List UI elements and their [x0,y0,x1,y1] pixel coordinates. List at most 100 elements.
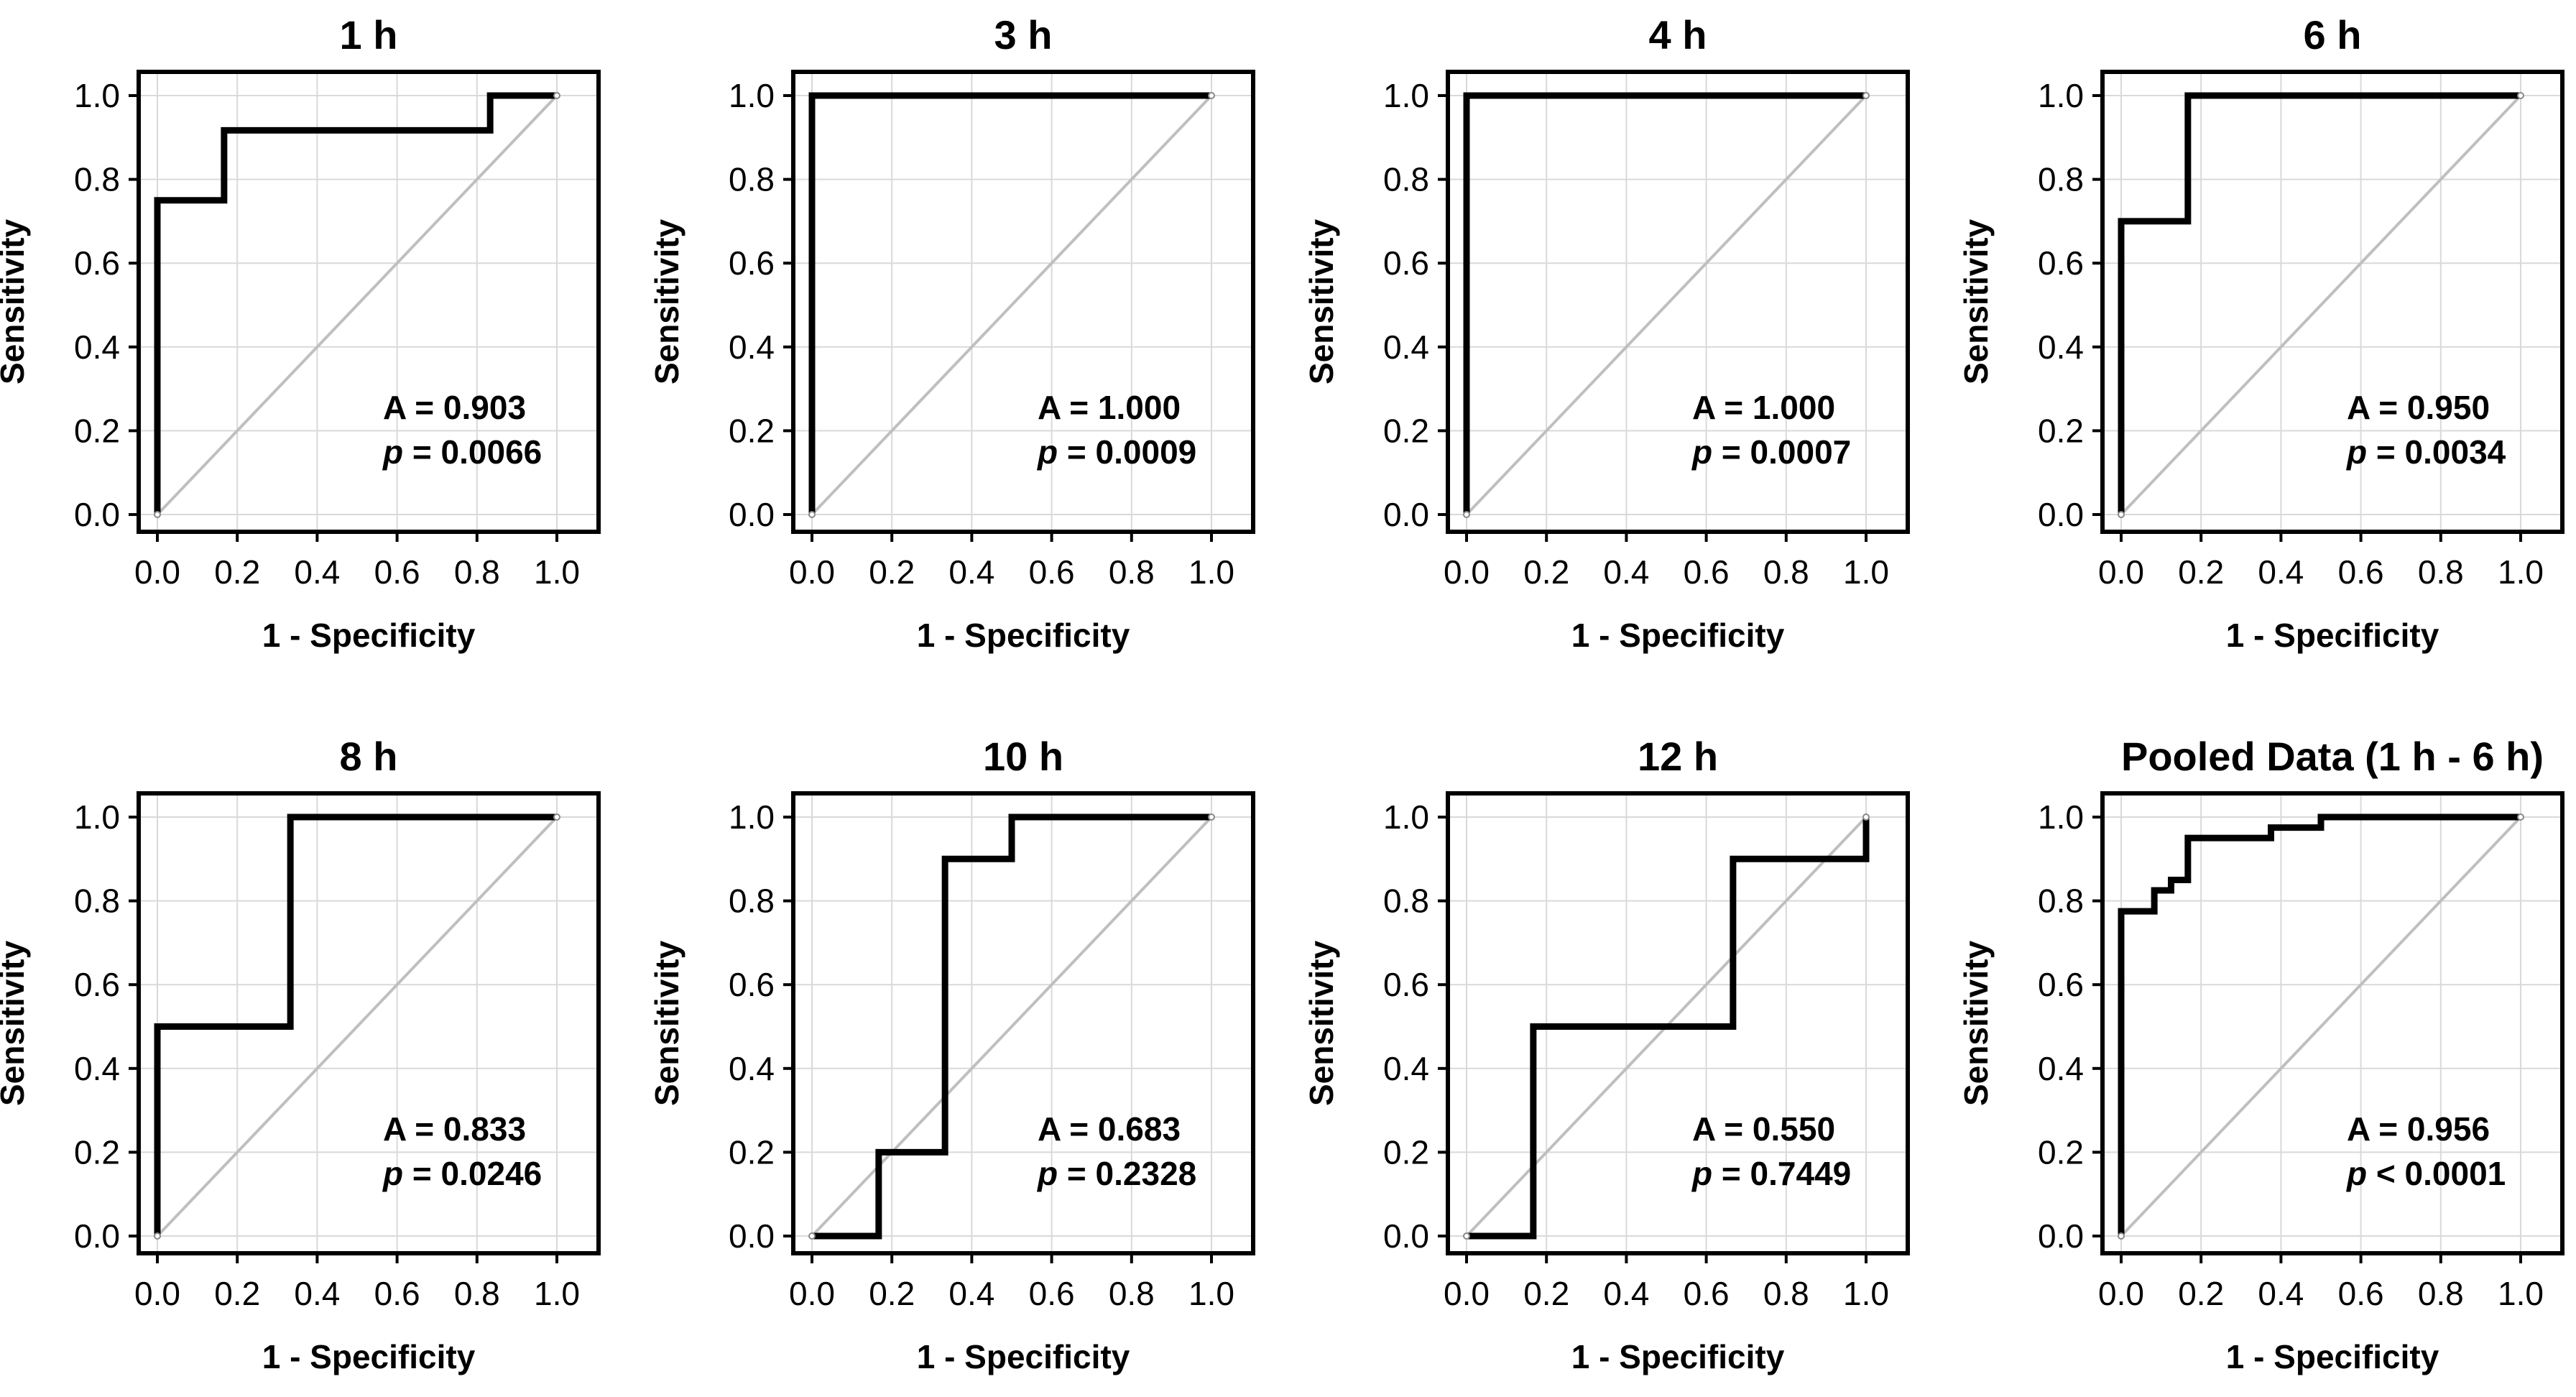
y-axis-label: Sensitivity [1303,219,1340,385]
y-tick-label: 0.4 [2038,1050,2084,1087]
y-tick-label: 0.0 [74,1217,120,1255]
x-tick-label: 1.0 [1843,1275,1889,1312]
p-value-annotation: p = 0.7449 [1691,1155,1851,1192]
y-tick-label: 1.0 [74,77,120,114]
panel-title: Pooled Data (1 h - 6 h) [2121,734,2544,779]
roc-panel-4: 0.0 0.2 0.4 0.6 0.8 1.0 0.0 0.2 0.4 0.6 0.8 1.0 6 h 1… [1957,12,2565,654]
reference-diagonal [156,94,558,516]
y-tick-label: 0.2 [74,1133,120,1171]
x-tick-label: 0.0 [2098,1275,2144,1312]
curve-start-point [808,511,816,518]
y-axis-label: Sensitivity [0,941,31,1107]
p-symbol: p [1691,433,1712,471]
x-tick-label: 0.8 [1109,1275,1155,1312]
y-tick-label: 1.0 [729,77,775,114]
y-tick-label: 0.0 [2038,1217,2084,1255]
p-value: = 0.2328 [1058,1155,1196,1192]
y-tick-label: 0.0 [729,496,775,533]
auc-annotation: A = 0.903 [383,389,526,426]
y-tick-label: 0.2 [729,412,775,449]
x-tick-label: 1.0 [534,1275,580,1312]
plot-frame [2100,791,2565,1255]
y-tick-label: 0.0 [1383,496,1429,533]
x-tick-label: 0.2 [1523,553,1569,591]
x-tick-label: 1.0 [534,553,580,591]
x-axis-label: 1 - Specificity [2226,1338,2439,1375]
roc-curve [154,92,557,515]
x-tick-label: 0.2 [869,1275,915,1312]
y-tick-label: 0.8 [1383,161,1429,198]
roc-curve [154,813,557,1236]
panel-title: 1 h [340,12,398,57]
curve-start-point [154,511,161,518]
x-axis-label: 1 - Specificity [917,1338,1130,1375]
roc-curve [1463,92,1866,515]
y-tick-label: 0.6 [2038,244,2084,282]
y-tick-label: 0.4 [74,1050,120,1087]
roc-curve [808,92,1211,515]
p-value: = 0.0009 [1058,433,1196,471]
x-tick-label: 0.4 [294,553,340,591]
x-tick-label: 0.0 [2098,553,2144,591]
x-axis-label: 1 - Specificity [1571,617,1785,654]
y-tick-label: 0.0 [2038,496,2084,533]
p-symbol: p [382,1155,403,1192]
x-axis-label: 1 - Specificity [1571,1338,1785,1375]
curve-end-point [1862,813,1870,821]
curve-start-point [2118,1232,2125,1240]
x-tick-label: 1.0 [1843,553,1889,591]
x-tick-label: 0.8 [1763,553,1809,591]
y-tick-label: 0.8 [729,882,775,920]
roc-curve [812,813,1211,1240]
x-tick-label: 0.2 [2178,1275,2224,1312]
panel-title: 3 h [994,12,1053,57]
y-tick-label: 0.6 [729,966,775,1003]
x-tick-label: 0.6 [2338,1275,2384,1312]
x-tick-label: 0.4 [294,1275,340,1312]
plot-frame [1446,791,1910,1255]
panel-title: 12 h [1638,734,1718,779]
y-tick-label: 1.0 [2038,77,2084,114]
auc-annotation: A = 0.956 [2347,1110,2490,1148]
y-tick-label: 0.6 [729,244,775,282]
plot-frame [1446,70,1910,534]
p-symbol: p [2345,1155,2367,1192]
curve-end-point [2517,92,2524,99]
y-tick-label: 1.0 [74,798,120,836]
curve-start-point [2118,511,2125,518]
roc-curve [1467,817,1870,1240]
x-axis-label: 1 - Specificity [262,1338,476,1375]
y-tick-label: 0.0 [74,496,120,533]
y-tick-label: 0.2 [2038,1133,2084,1171]
auc-annotation: A = 1.000 [1692,389,1835,426]
p-symbol: p [1036,1155,1058,1192]
curve-start-point [808,1232,816,1240]
reference-diagonal [1465,94,1868,516]
plot-frame [2100,70,2565,534]
panel-title: 4 h [1649,12,1707,57]
y-axis-label: Sensitivity [648,941,685,1107]
y-axis-label: Sensitivity [1957,219,1995,385]
x-tick-label: 0.0 [789,1275,835,1312]
curve-end-point [1862,92,1870,99]
p-value-annotation: p = 0.2328 [1036,1155,1196,1192]
auc-annotation: A = 0.950 [2347,389,2490,426]
y-tick-label: 0.4 [729,1050,775,1087]
plot-frame [791,70,1255,534]
y-tick-label: 0.2 [729,1133,775,1171]
plot-frame [137,791,601,1255]
x-tick-label: 1.0 [2498,553,2544,591]
x-tick-label: 0.2 [869,553,915,591]
y-tick-label: 0.4 [2038,328,2084,366]
p-value-annotation: p = 0.0246 [382,1155,542,1192]
p-value: = 0.0034 [2367,433,2506,471]
y-tick-label: 0.4 [1383,328,1429,366]
y-tick-label: 0.4 [729,328,775,366]
panel-title: 10 h [983,734,1063,779]
y-tick-label: 0.0 [1383,1217,1429,1255]
p-value-annotation: p = 0.0007 [1691,433,1851,471]
auc-annotation: A = 0.833 [383,1110,526,1148]
y-tick-label: 0.8 [1383,882,1429,920]
y-tick-label: 0.2 [1383,1133,1429,1171]
